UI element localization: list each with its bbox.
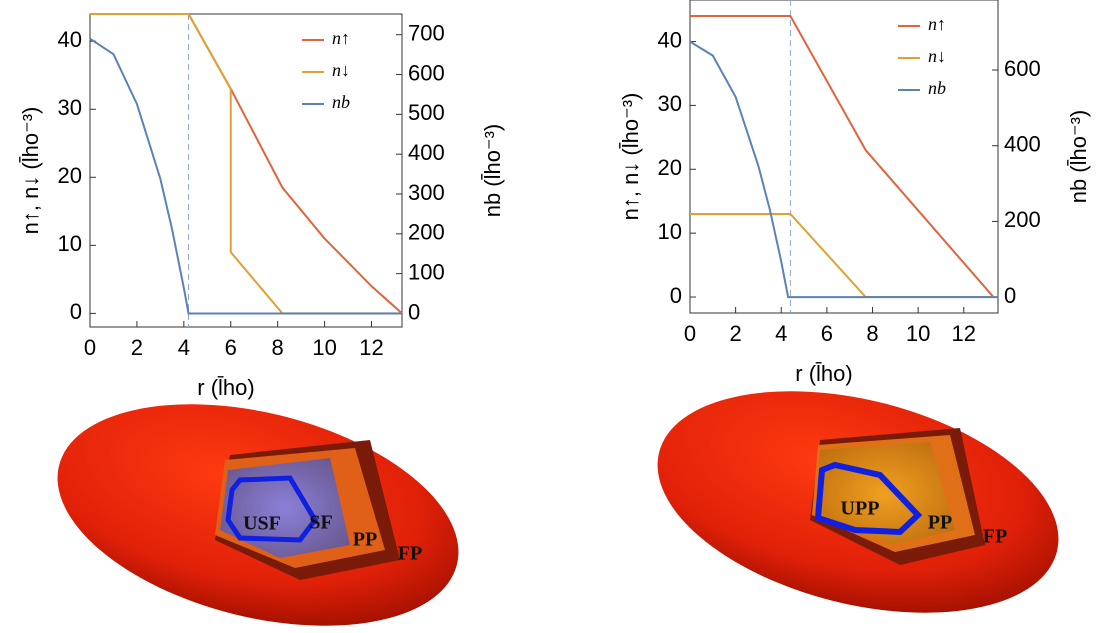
legend-label: n↓: [928, 46, 946, 66]
plot-frame: [689, 0, 999, 314]
y-tick-label: 40: [58, 27, 82, 52]
y-tick-label: 10: [58, 231, 82, 256]
y-tick-label: 0: [670, 283, 682, 308]
y2-tick-label: 100: [408, 259, 445, 284]
series-line: [690, 212, 994, 299]
y-tick-label: 20: [58, 163, 82, 188]
y2-tick-label: 200: [1004, 207, 1041, 232]
y-tick-label: 30: [58, 95, 82, 120]
y2-tick-label: 0: [1004, 283, 1016, 308]
series-line: [89, 37, 402, 315]
plot-frame: [89, 13, 403, 328]
y2-tick-label: 400: [1004, 132, 1041, 157]
y-axis-label: n↑, n↓ (l̄ho⁻³): [18, 107, 43, 235]
x-tick-label: 4: [178, 335, 190, 360]
x-tick-label: 4: [775, 321, 787, 346]
y-axis-label: n↑, n↓ (l̄ho⁻³): [618, 93, 643, 221]
x-tick-label: 0: [684, 321, 696, 346]
legend-label: n↑: [332, 28, 350, 48]
x-tick-label: 8: [272, 335, 284, 360]
region-label: UPP: [841, 498, 880, 520]
x-tick-label: 12: [952, 321, 976, 346]
x-axis-label: r (l̄ho): [795, 361, 852, 386]
x-axis-label: r (l̄ho): [197, 375, 254, 400]
x-tick-label: 10: [906, 321, 930, 346]
region-label: PP: [353, 529, 377, 551]
legend-label: n↑: [928, 14, 946, 34]
y-tick-label: 40: [658, 27, 682, 52]
y2-tick-label: 500: [408, 100, 445, 125]
x-tick-label: 2: [730, 321, 742, 346]
legend-label: nb: [928, 78, 946, 98]
y2-tick-label: 600: [408, 60, 445, 85]
y-tick-label: 0: [70, 299, 82, 324]
region-label: FP: [398, 543, 422, 565]
y-tick-label: 30: [658, 91, 682, 116]
rendering-right: [657, 391, 1059, 613]
y2-tick-label: 600: [1004, 56, 1041, 81]
region-label: SF: [309, 512, 332, 534]
x-tick-label: 0: [84, 335, 96, 360]
series-line: [690, 14, 995, 298]
legend-label: nb: [332, 92, 350, 112]
region-label: USF: [243, 513, 281, 535]
legend-label: n↓: [332, 60, 350, 80]
x-tick-label: 10: [312, 335, 336, 360]
y2-tick-label: 400: [408, 140, 445, 165]
y-tick-label: 20: [658, 155, 682, 180]
x-tick-label: 6: [225, 335, 237, 360]
region-label: FP: [983, 526, 1007, 548]
y-tick-label: 10: [658, 219, 682, 244]
y2-axis-label: nb (l̄ho⁻³): [1066, 110, 1091, 204]
x-tick-label: 8: [866, 321, 878, 346]
x-tick-label: 6: [821, 321, 833, 346]
y2-tick-label: 700: [408, 21, 445, 46]
y2-tick-label: 200: [408, 220, 445, 245]
region-label: PP: [928, 512, 952, 534]
series-line: [689, 40, 998, 299]
x-tick-label: 2: [131, 335, 143, 360]
y2-tick-label: 300: [408, 180, 445, 205]
y2-axis-label: nb (l̄ho⁻³): [480, 124, 505, 218]
x-tick-label: 12: [359, 335, 383, 360]
y2-tick-label: 0: [408, 299, 420, 324]
series-line: [90, 13, 403, 315]
rendering-left: [57, 404, 459, 626]
